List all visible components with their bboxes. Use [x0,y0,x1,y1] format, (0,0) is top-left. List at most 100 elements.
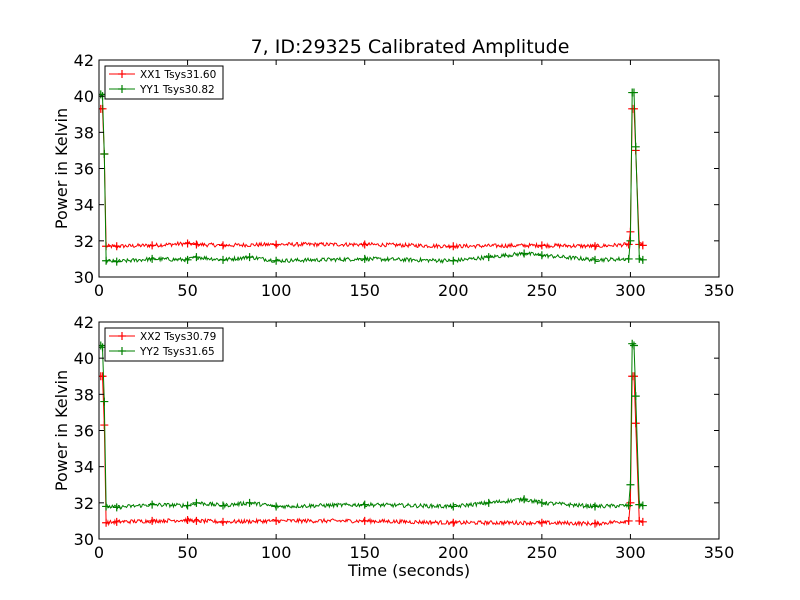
y-tick-label: 38 [74,385,94,404]
data-point [638,255,647,264]
data-point [99,90,105,99]
data-point [99,372,107,381]
data-point [638,501,647,510]
data-point [183,516,192,525]
y-tick-label: 36 [74,160,94,179]
x-tick-label: 50 [177,543,197,562]
data-point [272,516,281,525]
data-point [192,516,201,525]
y-axis-label: Power in Kelvin [52,108,71,229]
data-point [449,502,458,511]
data-point [626,480,635,489]
data-point [631,419,640,428]
legend-marker [118,70,126,78]
data-point [638,517,647,526]
y-tick-label: 42 [74,51,94,70]
y-tick-label: 30 [74,268,94,287]
series-line [100,108,644,250]
x-tick-label: 0 [94,281,104,300]
data-point [360,516,369,525]
data-point [272,502,281,511]
data-point [360,254,369,263]
y-tick-label: 40 [74,87,94,106]
data-point [148,241,157,250]
data-point [635,254,644,263]
data-point [624,516,633,525]
data-point [183,239,192,248]
legend-label: XX2 Tsys30.79 [140,331,216,343]
data-point [219,517,227,526]
series-line [100,342,644,511]
data-point [360,500,369,509]
data-point [219,501,227,510]
panel-1: 0 50 100 150 200 250 300 350 30 32 34 36 38 40 42 Power… [52,51,734,300]
y-tick-label: 36 [74,422,94,441]
data-point [484,253,493,262]
panel-2: 0 50 100 150 200 250 300 350 30 32 34 36 38 40 42 Power… [52,313,734,580]
data-point [537,251,546,260]
data-point [520,495,529,504]
legend-box [104,327,224,362]
data-point [112,242,121,251]
data-point [638,241,647,250]
data-point [484,498,493,507]
y-axis-label: Power in Kelvin [52,370,71,491]
data-point [183,501,192,510]
data-point [148,516,157,525]
data-point [192,240,201,249]
y-tick-label: 42 [74,313,94,332]
y-tick-label: 30 [74,530,94,549]
data-point [624,240,633,249]
data-point [100,150,109,159]
data-point [631,392,640,401]
legend-label: YY1 Tsys30.82 [139,84,215,96]
data-point [112,503,121,512]
data-point [183,255,192,264]
x-tick-label: 300 [615,281,646,300]
x-tick-label: 250 [527,543,558,562]
data-point [192,253,201,262]
x-tick-label: 300 [615,543,646,562]
data-point [635,516,644,525]
series-line [100,375,644,528]
data-point [272,240,281,249]
data-point [591,502,599,511]
data-point [537,498,546,507]
data-point [112,517,121,526]
data-point [624,254,633,263]
data-point [148,500,157,509]
series-line [100,92,644,264]
data-point [192,498,201,507]
series-2 [99,339,647,512]
x-tick-label: 350 [704,543,735,562]
data-point [629,88,638,97]
data-point [449,518,458,527]
x-tick-label: 200 [438,281,469,300]
legend-marker [118,332,126,340]
y-tick-label: 32 [74,232,94,251]
data-point [591,519,599,528]
data-point [99,341,105,350]
data-point [449,242,458,251]
data-point [148,254,157,263]
data-point [591,255,599,264]
x-tick-label: 0 [94,543,104,562]
data-point [245,253,254,262]
data-point [628,339,637,348]
data-point [102,256,111,265]
legend-marker [118,85,126,93]
data-point [537,518,546,527]
legend-label: XX1 Tsys31.60 [140,69,216,81]
data-point [245,498,254,507]
y-tick-label: 34 [74,458,94,477]
data-point [360,240,369,249]
x-tick-label: 200 [438,543,469,562]
data-point [520,249,529,258]
x-axis-label: Time (seconds) [347,561,470,580]
y-tick-label: 34 [74,196,94,215]
data-point [272,256,281,265]
x-tick-label: 50 [177,281,197,300]
y-tick-label: 38 [74,123,94,142]
data-point [626,236,635,245]
